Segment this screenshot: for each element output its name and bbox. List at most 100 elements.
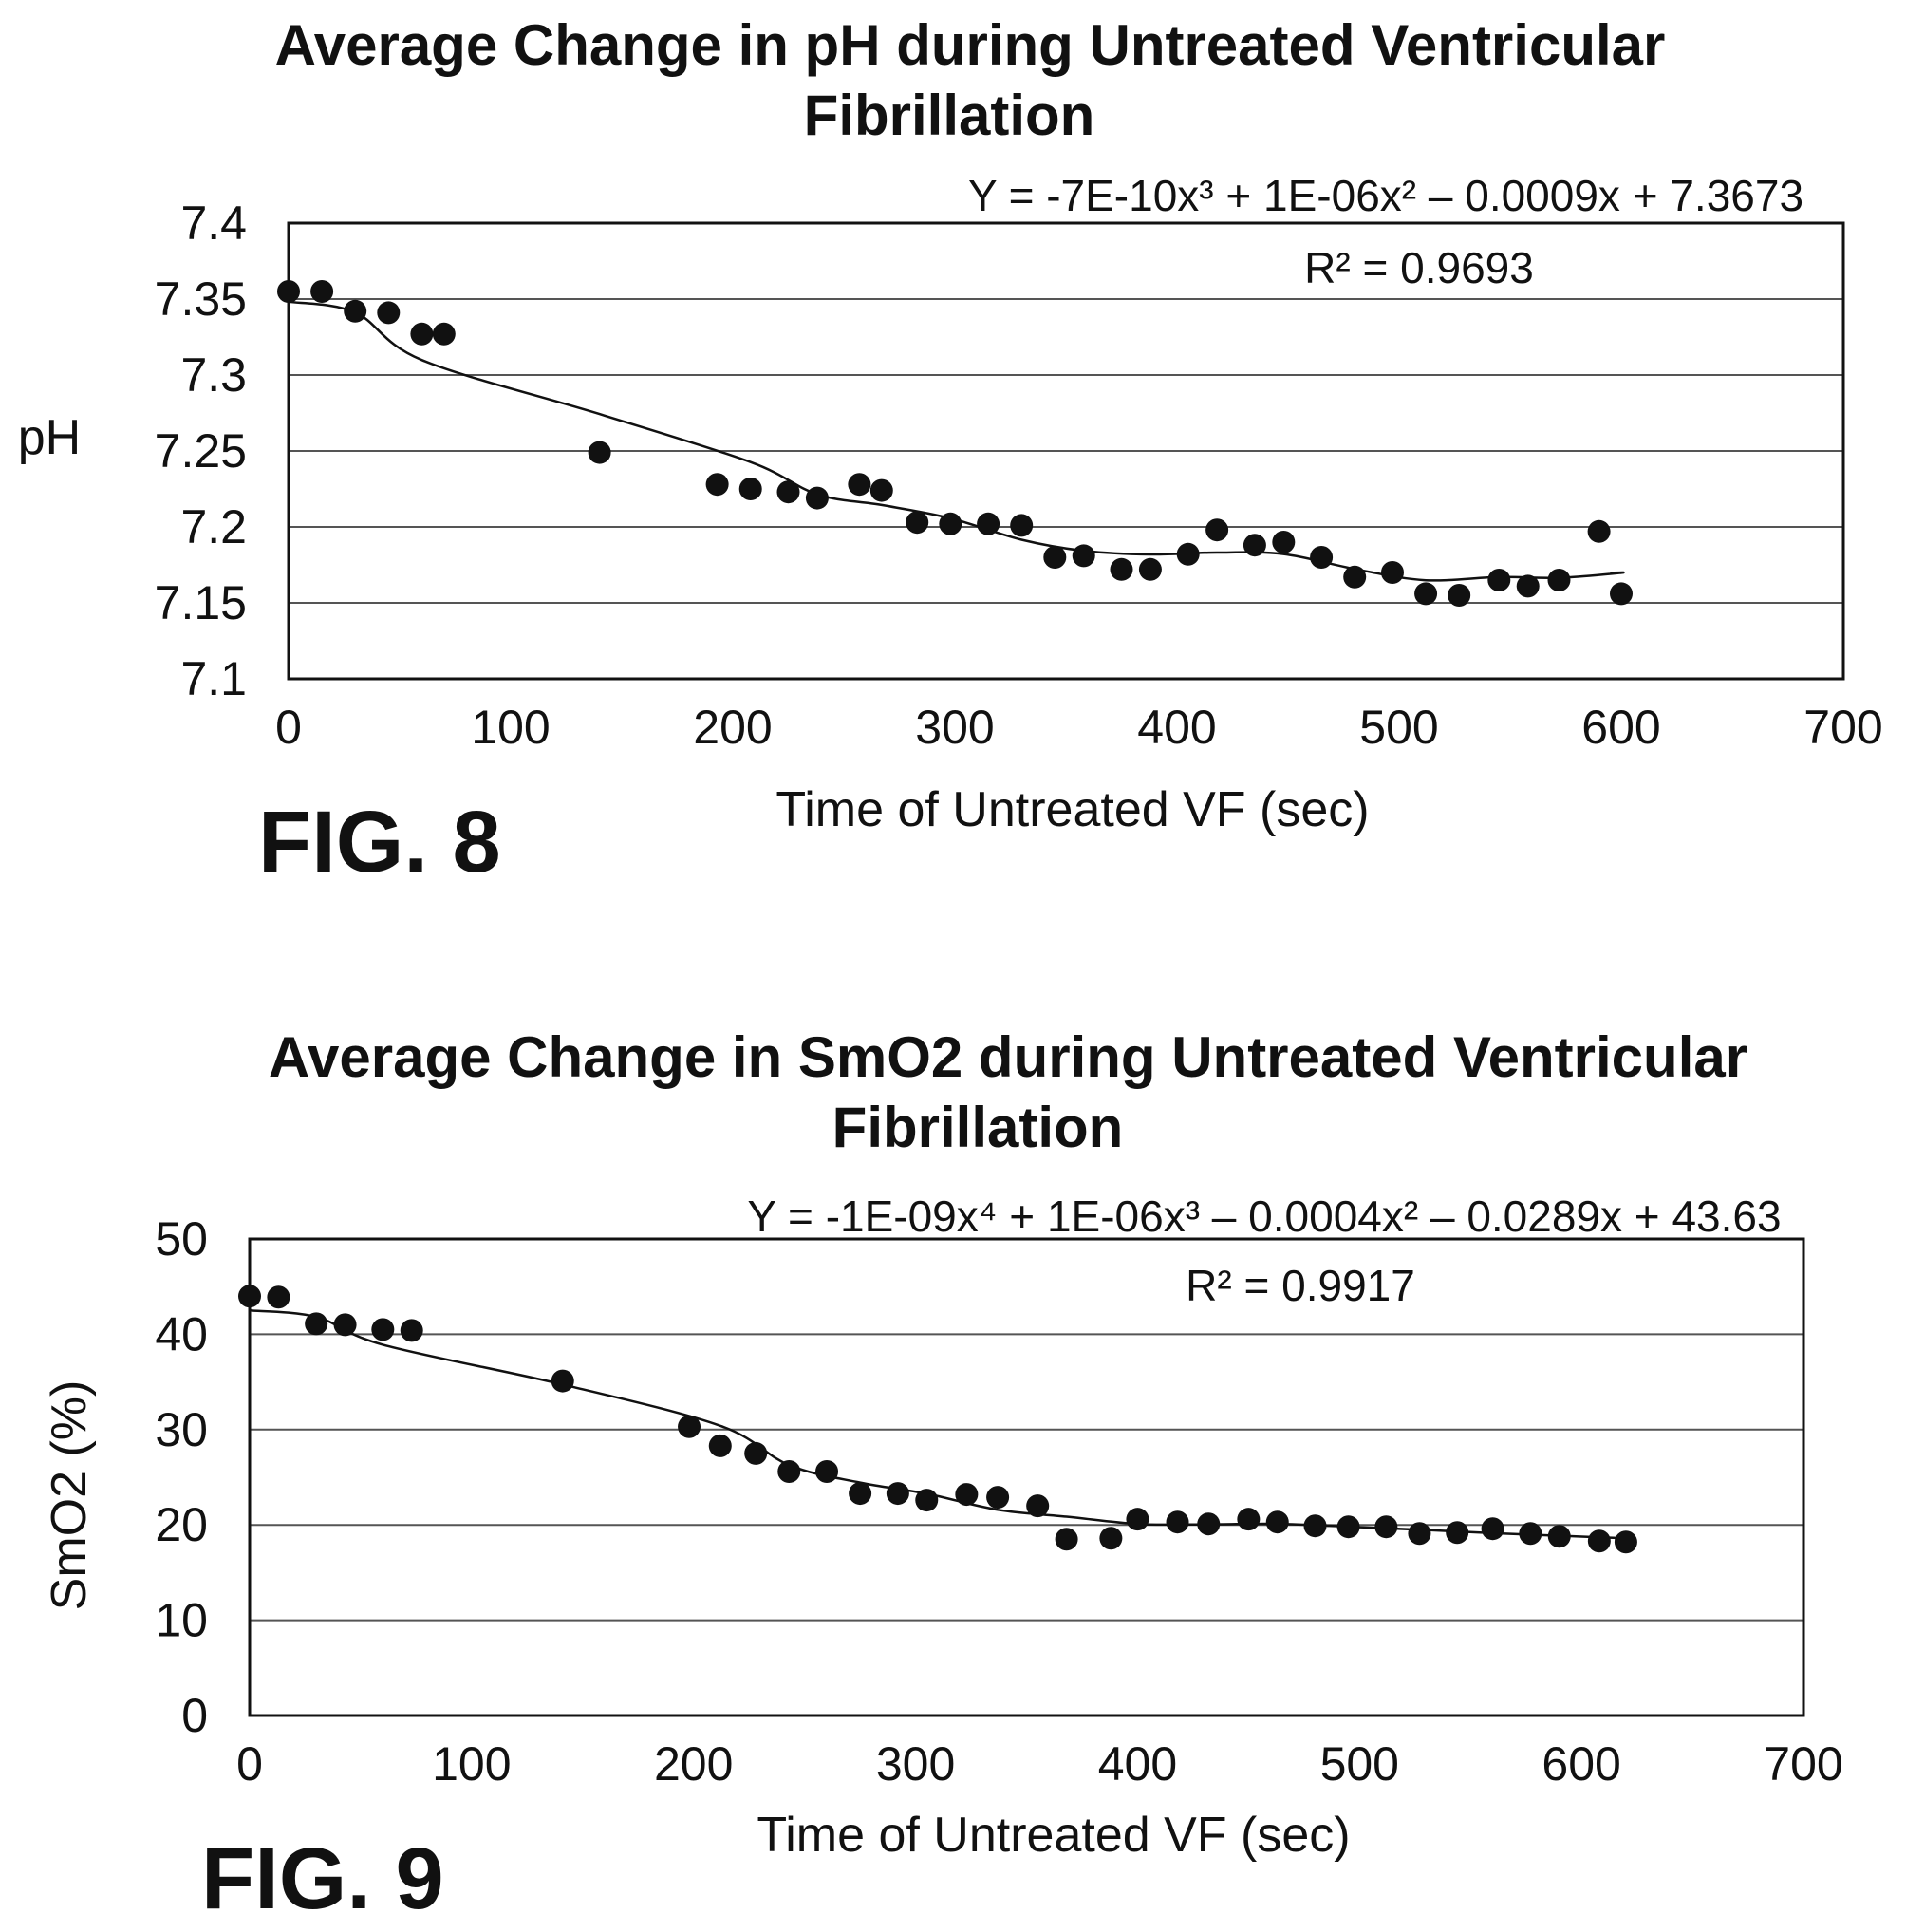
x-tick-label: 300: [915, 701, 994, 754]
x-tick-label: 600: [1581, 701, 1660, 754]
x-tick-label: 500: [1359, 701, 1438, 754]
data-point: [1243, 534, 1266, 557]
data-point: [1519, 1522, 1542, 1546]
data-point: [1205, 518, 1229, 542]
y-tick-label: 0: [181, 1689, 208, 1742]
x-axis-label: Time of Untreated VF (sec): [757, 1808, 1350, 1863]
x-tick-label: 400: [1137, 701, 1216, 754]
x-tick-label: 700: [1764, 1737, 1842, 1791]
data-point: [377, 301, 401, 325]
data-point: [776, 480, 800, 504]
y-tick-label: 30: [155, 1403, 208, 1456]
y-tick-labels: 7.1 7.15 7.2 7.25 7.3 7.35 7.4: [155, 197, 247, 705]
y-tick-label: 7.3: [180, 348, 247, 402]
data-point: [1043, 546, 1067, 569]
x-tick-label: 500: [1320, 1737, 1399, 1791]
x-tick-labels: 0 100 200 300 400 500 600 700: [275, 701, 1883, 754]
data-point: [1547, 569, 1571, 591]
plot-frame: [248, 1237, 1805, 1717]
data-point: [849, 1482, 872, 1506]
trendline-equation: Y = -7E-10x³ + 1E-06x² – 0.0009x + 7.367…: [968, 171, 1803, 220]
data-point: [977, 512, 1000, 535]
data-point: [708, 1434, 732, 1457]
y-tick-label: 7.1: [180, 652, 247, 705]
data-point: [1414, 582, 1438, 606]
x-axis-label: Time of Untreated VF (sec): [775, 782, 1369, 837]
data-point: [1374, 1515, 1398, 1539]
x-tick-label: 200: [693, 701, 772, 754]
trendline: [288, 300, 1625, 582]
data-point: [1055, 1528, 1078, 1551]
data-points: [238, 1285, 1637, 1554]
y-tick-labels: 0 10 20 30 40 50: [155, 1212, 208, 1742]
data-point: [1138, 557, 1162, 581]
data-point: [1343, 565, 1367, 589]
data-point: [1166, 1510, 1189, 1534]
data-point: [1336, 1515, 1360, 1539]
data-point: [1265, 1510, 1289, 1534]
data-point: [869, 478, 893, 502]
data-point: [588, 441, 611, 464]
y-tick-label: 40: [155, 1307, 208, 1360]
x-tick-label: 100: [432, 1737, 511, 1791]
data-point: [1072, 544, 1095, 568]
y-tick-label: 7.25: [155, 424, 247, 478]
data-point: [886, 1482, 909, 1506]
data-point: [815, 1459, 839, 1483]
data-point: [1547, 1525, 1571, 1548]
data-point: [1272, 531, 1296, 553]
data-point: [277, 280, 300, 303]
data-point: [1310, 546, 1334, 569]
data-point: [1481, 1517, 1504, 1541]
data-point: [432, 322, 456, 346]
data-point: [1587, 1529, 1611, 1553]
chart-title-line1: Average Change in SmO2 during Untreated …: [269, 1025, 1747, 1089]
data-point: [1587, 519, 1611, 543]
data-point: [305, 1312, 328, 1336]
chart-fig8: Average Change in pH during Untreated Ve…: [18, 13, 1883, 891]
data-point: [1380, 561, 1404, 584]
data-point: [371, 1318, 395, 1341]
chart-fig9: Average Change in SmO2 during Untreated …: [42, 1025, 1843, 1927]
data-point: [267, 1285, 290, 1309]
r-squared-label: R² = 0.9693: [1304, 243, 1534, 292]
figure-label: FIG. 8: [258, 794, 501, 891]
data-point: [1448, 584, 1471, 607]
y-tick-label: 50: [155, 1212, 208, 1266]
data-point: [986, 1486, 1010, 1510]
chart-title-line2: Fibrillation: [832, 1096, 1124, 1159]
data-point: [1237, 1508, 1261, 1531]
data-point: [1010, 514, 1034, 537]
data-point: [777, 1459, 801, 1483]
y-tick-label: 7.35: [155, 272, 247, 326]
r-squared-label: R² = 0.9917: [1186, 1261, 1415, 1310]
data-point: [333, 1313, 357, 1337]
y-tick-label: 10: [155, 1594, 208, 1647]
x-tick-label: 200: [654, 1737, 733, 1791]
data-point: [1197, 1512, 1221, 1536]
trendline: [249, 1309, 1630, 1540]
data-point: [1303, 1514, 1327, 1538]
x-tick-label: 300: [876, 1737, 955, 1791]
x-tick-label: 100: [471, 701, 550, 754]
data-point: [955, 1483, 979, 1507]
x-tick-labels: 0 100 200 300 400 500 600 700: [236, 1737, 1843, 1791]
y-tick-label: 7.2: [180, 500, 247, 553]
x-tick-label: 400: [1098, 1737, 1177, 1791]
data-points: [277, 280, 1633, 607]
data-point: [551, 1369, 574, 1393]
x-tick-label: 0: [275, 701, 302, 754]
data-point: [400, 1319, 423, 1342]
gridlines: [289, 298, 1843, 604]
chart-title-line2: Fibrillation: [804, 84, 1095, 147]
y-tick-label: 7.4: [180, 197, 247, 250]
y-axis-label: pH: [18, 410, 81, 465]
data-point: [344, 299, 367, 323]
data-point: [1110, 557, 1133, 581]
data-point: [310, 280, 334, 303]
data-point: [906, 511, 929, 535]
y-tick-label: 7.15: [155, 576, 247, 629]
data-point: [1099, 1527, 1123, 1550]
data-point: [1176, 542, 1200, 566]
